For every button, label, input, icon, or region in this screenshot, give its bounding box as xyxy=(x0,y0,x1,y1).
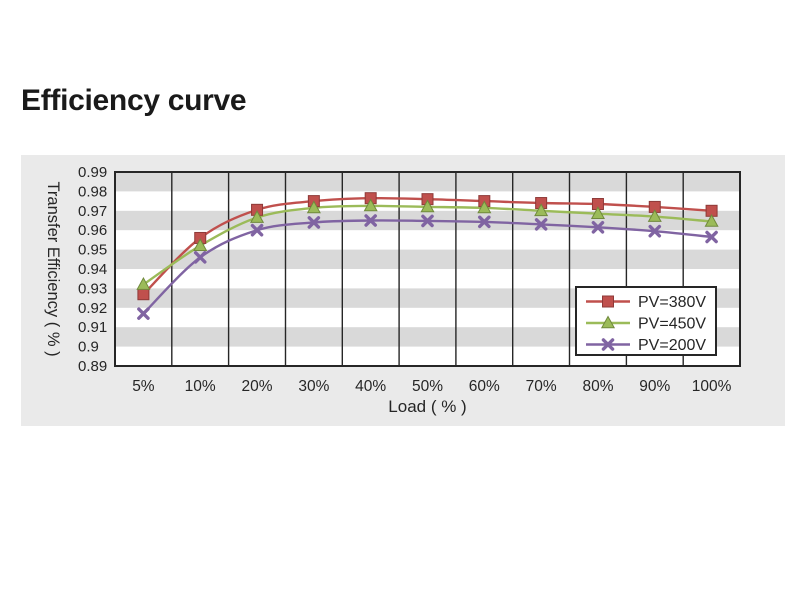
data-point-marker xyxy=(648,224,662,238)
legend-label: PV=380V xyxy=(638,294,706,311)
data-point-marker xyxy=(250,210,265,223)
data-point-marker xyxy=(534,203,549,217)
y-axis-tick-label: 0.94 xyxy=(78,261,107,278)
y-axis-tick-label: 0.97 xyxy=(78,203,107,220)
x-axis-tick-label: 80% xyxy=(582,378,613,395)
legend: PV=380V PV=450V PV=200V xyxy=(575,286,717,356)
y-axis-tick-label: 0.89 xyxy=(78,358,107,375)
x-axis-tick-label: 20% xyxy=(241,378,272,395)
data-point-marker xyxy=(600,315,616,329)
x-axis-tick-label: 70% xyxy=(526,378,557,395)
x-axis-title: Load ( % ) xyxy=(388,397,466,416)
x-axis-tick-label: 10% xyxy=(185,378,216,395)
legend-label: PV=200V xyxy=(638,337,706,354)
data-point-marker xyxy=(534,218,548,231)
data-point-marker xyxy=(137,288,150,301)
data-point-marker xyxy=(306,200,321,214)
x-axis-tick-label: 40% xyxy=(355,378,386,395)
y-axis-tick-label: 0.95 xyxy=(78,242,107,259)
efficiency-line-chart: 0.99 0.98 0.97 0.96 0.95 0.94 0.93 0.92 0.91 0.9 0… xyxy=(44,164,741,416)
series-markers-2 xyxy=(137,214,718,320)
data-point-marker xyxy=(250,223,264,237)
page-title: Efficiency curve xyxy=(21,84,247,117)
y-axis-tick-label: 0.92 xyxy=(78,300,107,317)
y-axis-tick-label: 0.91 xyxy=(78,319,107,336)
series-markers-1 xyxy=(136,198,719,290)
x-axis-tick-label: 5% xyxy=(132,378,155,395)
x-axis-tick-label: 60% xyxy=(469,378,500,395)
data-point-marker xyxy=(193,251,207,264)
x-axis-tick-label: 100% xyxy=(692,378,732,395)
y-axis-tick-label: 0.9 xyxy=(78,339,99,356)
data-point-marker xyxy=(601,338,615,351)
y-axis-tick-label: 0.93 xyxy=(78,280,107,297)
data-point-marker xyxy=(647,209,662,222)
data-point-marker xyxy=(705,230,718,244)
x-axis-tick-label: 90% xyxy=(639,378,670,395)
data-point-marker xyxy=(307,216,321,229)
data-point-marker xyxy=(590,206,605,220)
y-axis-tick-label: 0.96 xyxy=(78,222,107,239)
legend-item-2: PV=200V xyxy=(586,337,706,354)
data-point-marker xyxy=(421,214,434,228)
data-point-marker xyxy=(364,214,377,227)
data-point-marker xyxy=(420,199,435,213)
y-axis-tick-label: 0.98 xyxy=(78,183,107,200)
chart-panel: 0.99 0.98 0.97 0.96 0.95 0.94 0.93 0.92 0.91 0.9 0… xyxy=(21,155,785,426)
data-point-marker xyxy=(137,307,150,320)
data-point-marker xyxy=(704,213,719,227)
data-point-marker xyxy=(136,276,151,290)
data-point-marker xyxy=(591,220,605,234)
legend-label: PV=450V xyxy=(638,316,706,333)
data-point-marker xyxy=(363,198,378,212)
data-point-marker xyxy=(477,200,492,214)
data-point-marker xyxy=(478,215,491,229)
data-point-marker xyxy=(193,238,208,252)
gridband xyxy=(115,172,740,192)
plot-border xyxy=(114,171,741,367)
x-axis-tick-label: 30% xyxy=(298,378,329,395)
gridband xyxy=(115,249,740,269)
data-point-marker xyxy=(602,295,614,308)
x-axis-tick-label: 50% xyxy=(412,378,443,395)
y-axis-title: Transfer Efficiency ( % ) xyxy=(44,181,62,356)
legend-item-0: PV=380V xyxy=(586,294,706,311)
y-axis-tick-label: 0.99 xyxy=(78,164,107,181)
legend-item-1: PV=450V xyxy=(586,315,706,333)
